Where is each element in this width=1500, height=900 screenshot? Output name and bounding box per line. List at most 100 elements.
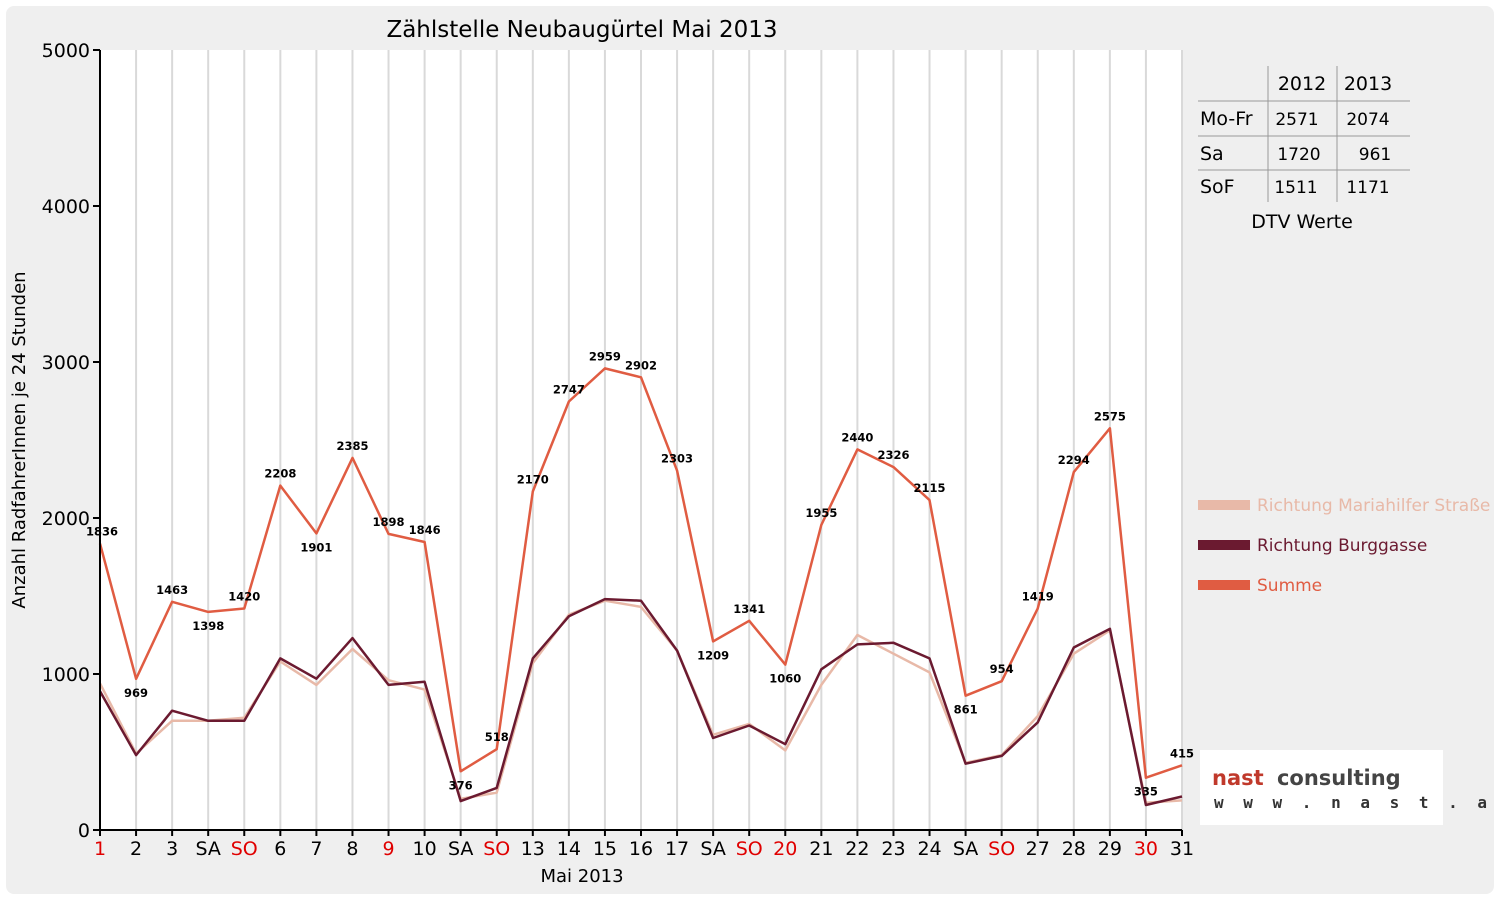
x-tick-label: 27 xyxy=(1026,838,1050,860)
x-tick-label: 14 xyxy=(557,838,581,860)
data-label: 2326 xyxy=(877,448,909,462)
legend: Richtung Mariahilfer Straße Richtung Burg… xyxy=(1198,496,1490,596)
table-cell: 1511 xyxy=(1274,178,1317,198)
x-tick-label: 24 xyxy=(917,838,941,860)
series-line-3 xyxy=(98,367,1183,779)
y-tick-label: 1000 xyxy=(42,664,90,686)
table-cell: 1171 xyxy=(1346,178,1389,198)
x-tick-label: 9 xyxy=(382,838,394,860)
table-cell: 1720 xyxy=(1277,145,1320,165)
x-tick-label: SO xyxy=(988,838,1015,860)
table-row-label: SoF xyxy=(1200,176,1235,198)
legend-label: Summe xyxy=(1257,576,1322,596)
data-label: 1901 xyxy=(300,540,332,554)
data-label: 518 xyxy=(485,730,509,744)
x-tick-label: SO xyxy=(231,838,258,860)
data-label: 2902 xyxy=(625,358,657,372)
data-label: 1341 xyxy=(733,602,765,616)
data-label: 2440 xyxy=(841,430,873,444)
logo-background xyxy=(1200,750,1443,825)
x-tick-label: 1 xyxy=(94,838,106,860)
x-tick-label: 6 xyxy=(274,838,286,860)
data-label: 2170 xyxy=(517,472,549,486)
table-row-label: Sa xyxy=(1200,143,1224,165)
y-tick-label: 5000 xyxy=(42,40,90,62)
data-label: 2575 xyxy=(1094,409,1126,423)
data-label: 335 xyxy=(1134,785,1158,799)
x-tick-label: 31 xyxy=(1170,838,1194,860)
table-row-label: Mo-Fr xyxy=(1200,108,1253,130)
x-tick-label: 2 xyxy=(130,838,142,860)
dtv-table: 2012 2013 Mo-Fr 2571 2074 Sa 1720 961 So… xyxy=(1198,66,1410,233)
x-axis-label: Mai 2013 xyxy=(540,866,623,887)
x-tick-label: 3 xyxy=(166,838,178,860)
logo-url: w w w . n a s t . a t xyxy=(1214,793,1500,812)
x-tick-label: SA xyxy=(700,838,725,860)
x-tick-label: 28 xyxy=(1062,838,1086,860)
y-axis: 0 1000 2000 3000 4000 5000 xyxy=(42,40,101,842)
y-tick-label: 4000 xyxy=(42,196,90,218)
legend-label: Richtung Mariahilfer Straße xyxy=(1257,496,1490,516)
x-tick-label: SA xyxy=(195,838,220,860)
series-line-2 xyxy=(98,597,1183,807)
data-label: 969 xyxy=(124,686,148,700)
nast-consulting-logo: nast consulting w w w . n a s t . a t xyxy=(1200,750,1500,825)
table-header-2013: 2013 xyxy=(1344,73,1392,95)
x-tick-label: SO xyxy=(483,838,510,860)
x-tick-label: 17 xyxy=(665,838,689,860)
data-label: 2385 xyxy=(336,439,368,453)
y-tick-label: 3000 xyxy=(42,352,90,374)
logo-name-part1: nast xyxy=(1212,766,1264,790)
data-label: 1419 xyxy=(1022,590,1054,604)
x-tick-label: 30 xyxy=(1134,838,1158,860)
table-cell: 2074 xyxy=(1346,110,1389,130)
series-lines xyxy=(98,367,1183,807)
y-axis-label: Anzahl RadfahrerInnen je 24 Stunden xyxy=(9,271,30,608)
logo-text: nast consulting xyxy=(1212,766,1401,790)
logo-name-part2: consulting xyxy=(1277,766,1401,790)
table-header-2012: 2012 xyxy=(1278,73,1326,95)
y-tick-label: 0 xyxy=(78,820,90,842)
x-axis: 1 2 3 SA SO 6 7 8 9 10 SA SO 13 14 15 16 17 SA SO 20 21 22 23 2… xyxy=(94,829,1194,860)
data-label: 954 xyxy=(990,662,1014,676)
data-label: 1463 xyxy=(156,583,188,597)
x-tick-label: 13 xyxy=(521,838,545,860)
data-label: 1060 xyxy=(769,672,801,686)
legend-label: Richtung Burggasse xyxy=(1257,536,1427,556)
x-tick-label: 15 xyxy=(593,838,617,860)
x-tick-label: 10 xyxy=(413,838,437,860)
x-tick-label: 21 xyxy=(809,838,833,860)
data-label: 415 xyxy=(1170,746,1194,760)
table-cell: 2571 xyxy=(1275,110,1318,130)
data-label: 2208 xyxy=(264,467,296,481)
x-tick-label: SO xyxy=(736,838,763,860)
table-caption: DTV Werte xyxy=(1251,211,1353,233)
data-label: 1398 xyxy=(192,619,224,633)
x-tick-label: 7 xyxy=(310,838,322,860)
x-tick-label: 16 xyxy=(629,838,653,860)
y-tick-label: 2000 xyxy=(42,508,90,530)
data-labels: 1836 969 1463 1398 1420 2208 1901 2385 1898 1846 3… xyxy=(86,349,1194,798)
x-tick-label: 23 xyxy=(881,838,905,860)
data-label: 1898 xyxy=(373,515,405,529)
data-label: 2303 xyxy=(661,452,693,466)
chart-title: Zählstelle Neubaugürtel Mai 2013 xyxy=(386,17,777,43)
x-tick-label: 8 xyxy=(346,838,358,860)
data-label: 1846 xyxy=(409,523,441,537)
data-label: 1836 xyxy=(86,525,118,539)
data-label: 376 xyxy=(449,778,473,792)
x-tick-label: 29 xyxy=(1098,838,1122,860)
legend-swatch xyxy=(1198,500,1250,510)
data-label: 1209 xyxy=(697,648,729,662)
data-label: 861 xyxy=(954,703,978,717)
x-tick-label: 22 xyxy=(845,838,869,860)
data-label: 1955 xyxy=(805,506,837,520)
legend-swatch xyxy=(1198,580,1250,590)
data-label: 1420 xyxy=(228,589,260,603)
legend-swatch xyxy=(1198,540,1250,550)
x-tick-label: 20 xyxy=(773,838,797,860)
x-tick-label: SA xyxy=(953,838,978,860)
data-label: 2115 xyxy=(914,481,946,495)
data-label: 2959 xyxy=(589,349,621,363)
